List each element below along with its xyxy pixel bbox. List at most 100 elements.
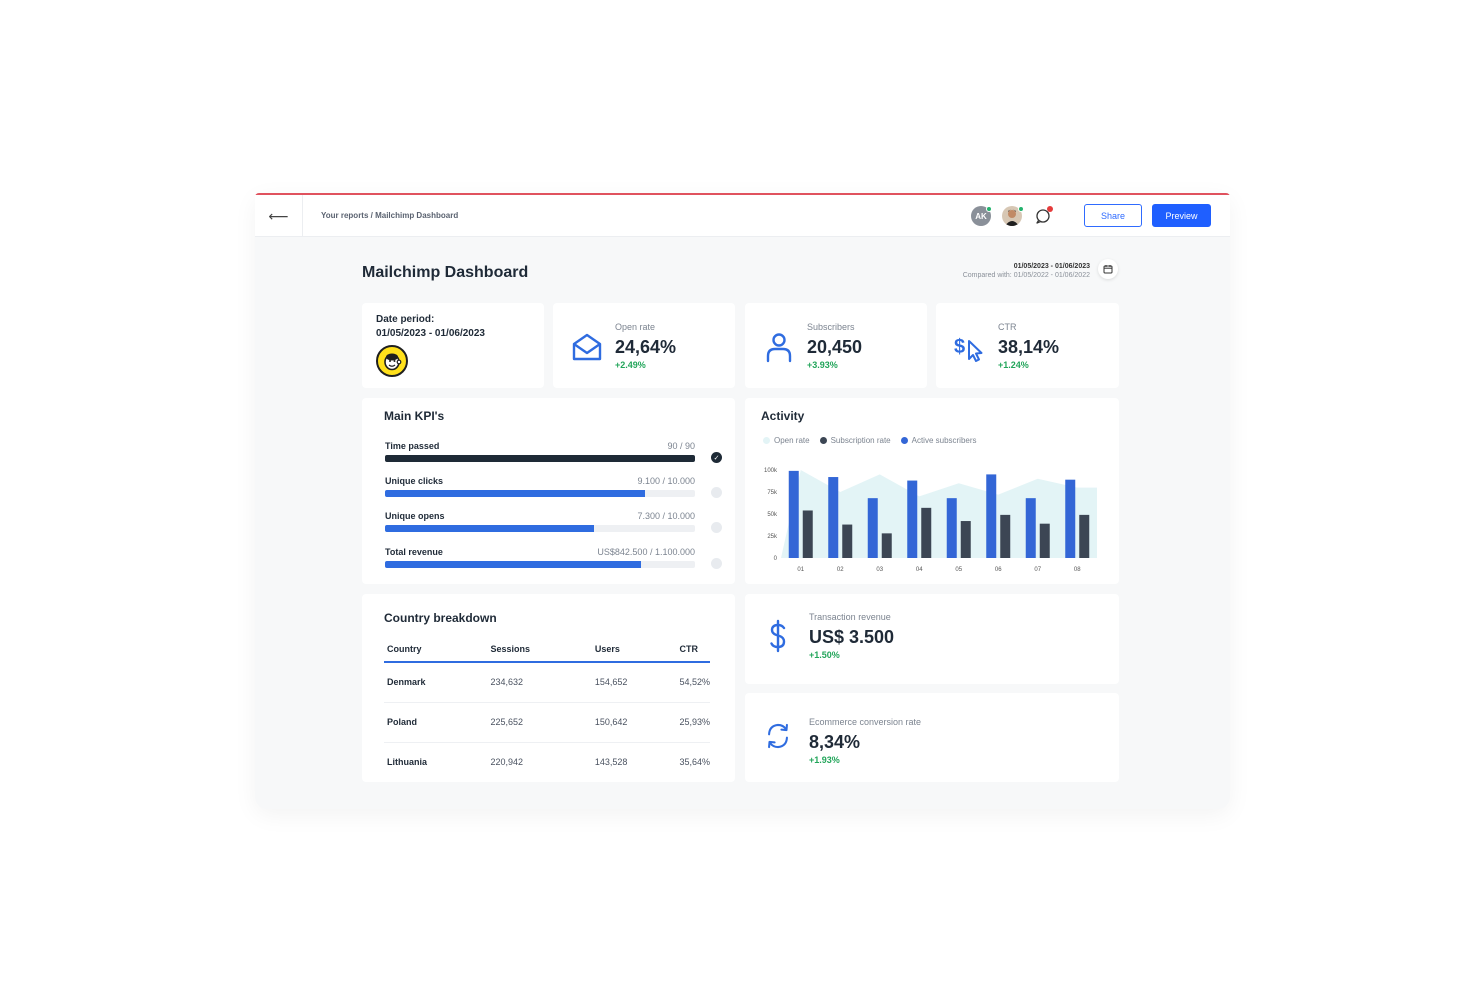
share-button[interactable]: Share (1084, 204, 1142, 227)
legend-label: Active subscribers (911, 436, 977, 445)
status-circle-icon (711, 558, 722, 569)
x-tick-label: 07 (1034, 567, 1041, 573)
kpi-progress-label: Total revenue (385, 547, 443, 557)
progress-fill (385, 525, 595, 532)
table-row[interactable]: Lithuania 220,942 143,528 35,64% (384, 743, 710, 783)
avatar[interactable] (1002, 206, 1022, 226)
open-rate-value: 24,64% (615, 337, 677, 357)
open-rate-area (781, 470, 1097, 558)
status-circle-icon (711, 487, 722, 498)
y-tick-label: 75k (767, 490, 778, 496)
y-tick-label: 25k (767, 534, 778, 540)
kpi-progress-value: 9.100 / 10.000 (637, 476, 695, 486)
country-breakdown-title: Country breakdown (384, 611, 497, 625)
open-rate-label: Open rate (615, 322, 656, 332)
comment-icon[interactable] (1034, 207, 1052, 225)
legend-dot (819, 437, 827, 444)
bar-active-subscribers (788, 470, 799, 558)
country-breakdown-card: Country breakdown Country Sessions Users… (362, 594, 735, 782)
x-tick-label: 04 (916, 567, 923, 573)
breadcrumb[interactable]: Your reports / Mailchimp Dashboard (321, 211, 459, 220)
y-tick-label: 0 (774, 556, 778, 562)
x-tick-label: 03 (876, 567, 883, 573)
bar-active-subscribers (828, 477, 839, 558)
ecommerce-conversion-value: 8,34% (809, 732, 861, 752)
avatar-initials: AK (975, 211, 987, 221)
date-period-card: Date period: 01/05/2023 - 01/06/2023 (362, 303, 544, 388)
envelope-open-icon (572, 333, 602, 361)
column-header-ctr[interactable]: CTR (676, 640, 710, 663)
preview-button[interactable]: Preview (1152, 204, 1211, 227)
open-rate-delta: +2.49% (615, 360, 646, 370)
table-row[interactable]: Poland 225,652 150,642 25,93% (384, 702, 710, 743)
transaction-revenue-label: Transaction revenue (809, 612, 891, 622)
column-header-users[interactable]: Users (591, 640, 677, 663)
page-title: Mailchimp Dashboard (362, 264, 529, 281)
table-row[interactable]: Denmark 234,632 154,652 54,52% (384, 662, 710, 703)
kpi-progress-label: Unique clicks (385, 476, 444, 486)
online-status-dot (1018, 206, 1024, 212)
bar-active-subscribers (867, 498, 878, 558)
cell-country: Lithuania (387, 757, 427, 767)
activity-chart: 100k 75k 50k 25k 0 01 02 03 04 05 06 07 08 (764, 468, 1097, 573)
top-bar: ⟵ Your reports / Mailchimp Dashboard AK … (255, 195, 1230, 237)
x-tick-label: 02 (837, 567, 844, 573)
kpi-progress-row: Total revenue US$842.500 / 1.100.000 (385, 547, 722, 577)
transaction-revenue-card: Transaction revenue US$ 3.500 +1.50% (745, 594, 1119, 684)
progress-fill (385, 561, 641, 568)
svg-text:$: $ (954, 336, 965, 358)
bar-subscription-rate (1039, 523, 1050, 558)
progress-fill (385, 490, 646, 497)
legend-item[interactable]: Active subscribers (900, 436, 977, 445)
kpi-progress-value: US$842.500 / 1.100.000 (597, 547, 695, 557)
user-photo-icon (1005, 209, 1019, 226)
legend-item[interactable]: Subscription rate (819, 436, 891, 445)
refresh-icon (768, 723, 788, 749)
column-header-sessions[interactable]: Sessions (487, 640, 592, 663)
avatar[interactable]: AK (971, 206, 992, 226)
progress-bar (385, 525, 695, 532)
bar-active-subscribers (907, 480, 918, 558)
calendar-icon (1103, 265, 1113, 274)
bar-subscription-rate (1079, 514, 1090, 558)
cell-country: Poland (384, 702, 488, 743)
cell-sessions: 225,652 (487, 702, 592, 743)
calendar-button[interactable] (1098, 259, 1118, 279)
subscribers-card: Subscribers 20,450 +3.93% (745, 303, 927, 388)
subscribers-value: 20,450 (807, 337, 863, 357)
notification-dot (1047, 206, 1053, 212)
transaction-revenue-delta: +1.50% (809, 650, 840, 660)
kpi-progress-row: Time passed 90 / 90 ✓ (385, 441, 722, 471)
back-button[interactable]: ⟵ (255, 195, 303, 237)
chart-legend: Open rate Subscription rate Active subsc… (763, 436, 977, 445)
online-status-dot (986, 206, 992, 212)
bar-subscription-rate (842, 524, 853, 558)
country-table: Country Sessions Users CTR Denmark 234,6… (384, 640, 710, 782)
cell-users: 143,528 (594, 757, 628, 767)
subscribers-label: Subscribers (807, 322, 855, 332)
kpi-progress-value: 7.300 / 10.000 (637, 511, 695, 521)
cell-ctr: 35,64% (679, 757, 710, 767)
kpi-progress-label: Time passed (385, 441, 440, 451)
activity-card: Activity Open rate Subscription rate Act… (745, 398, 1119, 584)
kpi-progress-row: Unique opens 7.300 / 10.000 (385, 511, 722, 541)
period-value: 01/05/2023 - 01/06/2023 (376, 328, 485, 339)
x-tick-label: 01 (797, 567, 804, 573)
legend-dot (900, 437, 908, 444)
kpi-progress-label: Unique opens (385, 511, 445, 521)
subscribers-delta: +3.93% (807, 360, 838, 370)
cell-ctr: 25,93% (676, 702, 710, 743)
bar-subscription-rate (960, 521, 971, 558)
date-range[interactable]: 01/05/2023 - 01/06/2023 Compared with: 0… (963, 263, 1090, 279)
bar-active-subscribers (1065, 479, 1076, 558)
legend-item[interactable]: Open rate (763, 436, 810, 445)
arrow-left-icon: ⟵ (268, 207, 289, 224)
y-tick-label: 50k (767, 512, 778, 518)
legend-label: Subscription rate (830, 436, 891, 445)
ecommerce-conversion-delta: +1.93% (809, 755, 840, 765)
open-rate-card: Open rate 24,64% +2.49% (553, 303, 735, 388)
ecommerce-conversion-label: Ecommerce conversion rate (809, 717, 922, 727)
column-header-country[interactable]: Country (384, 640, 488, 663)
progress-bar (385, 455, 695, 462)
progress-bar (385, 490, 695, 497)
